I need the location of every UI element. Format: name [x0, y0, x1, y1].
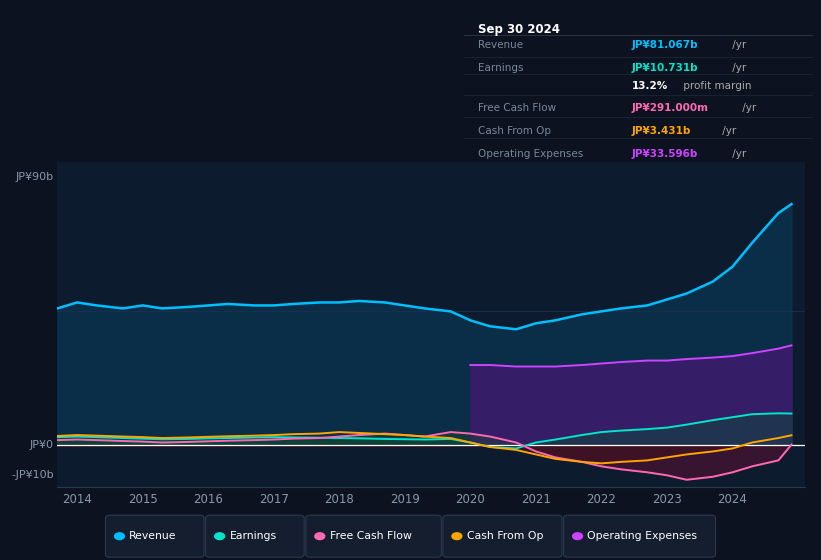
Text: Free Cash Flow: Free Cash Flow	[330, 531, 411, 541]
Circle shape	[452, 533, 461, 540]
Circle shape	[215, 533, 224, 540]
Text: JP¥90b: JP¥90b	[16, 172, 53, 183]
Text: Cash From Op: Cash From Op	[466, 531, 544, 541]
Text: Operating Expenses: Operating Expenses	[588, 531, 697, 541]
Text: Earnings: Earnings	[478, 63, 523, 73]
Text: Sep 30 2024: Sep 30 2024	[478, 23, 560, 36]
Text: Operating Expenses: Operating Expenses	[478, 149, 583, 159]
Text: /yr: /yr	[719, 126, 736, 136]
Text: Revenue: Revenue	[478, 40, 523, 50]
Text: JP¥0: JP¥0	[30, 441, 53, 450]
Text: 13.2%: 13.2%	[631, 81, 667, 91]
FancyBboxPatch shape	[443, 515, 562, 557]
Text: /yr: /yr	[729, 40, 746, 50]
Circle shape	[573, 533, 583, 540]
Text: JP¥10.731b: JP¥10.731b	[631, 63, 698, 73]
Text: JP¥3.431b: JP¥3.431b	[631, 126, 690, 136]
Text: Revenue: Revenue	[129, 531, 177, 541]
Text: JP¥81.067b: JP¥81.067b	[631, 40, 698, 50]
Circle shape	[314, 533, 325, 540]
FancyBboxPatch shape	[105, 515, 204, 557]
Circle shape	[114, 533, 124, 540]
Text: -JP¥10b: -JP¥10b	[11, 470, 53, 480]
FancyBboxPatch shape	[564, 515, 716, 557]
Text: Free Cash Flow: Free Cash Flow	[478, 103, 556, 113]
FancyBboxPatch shape	[305, 515, 442, 557]
Text: Cash From Op: Cash From Op	[478, 126, 551, 136]
Text: profit margin: profit margin	[680, 81, 752, 91]
Text: Earnings: Earnings	[229, 531, 277, 541]
Text: /yr: /yr	[729, 149, 746, 159]
Text: JP¥33.596b: JP¥33.596b	[631, 149, 698, 159]
Text: /yr: /yr	[739, 103, 756, 113]
Text: JP¥291.000m: JP¥291.000m	[631, 103, 709, 113]
FancyBboxPatch shape	[205, 515, 304, 557]
Text: /yr: /yr	[729, 63, 746, 73]
